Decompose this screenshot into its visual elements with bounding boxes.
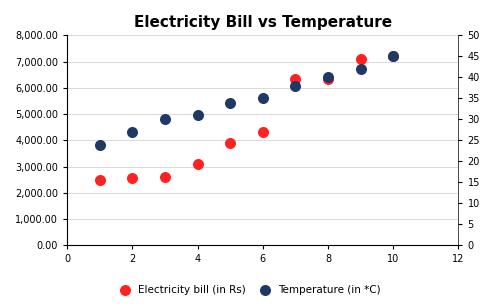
Temperature (in *C) — [96, 142, 103, 147]
Temperature (in *C) — [194, 113, 201, 118]
Temperature (in *C) — [259, 96, 267, 101]
Electricity bill (in Rs) — [259, 130, 267, 135]
Temperature (in *C) — [389, 54, 397, 59]
Electricity bill (in Rs) — [324, 76, 332, 81]
Electricity bill (in Rs) — [96, 177, 103, 182]
Temperature (in *C) — [357, 67, 365, 72]
Electricity bill (in Rs) — [128, 176, 136, 181]
Temperature (in *C) — [226, 100, 234, 105]
Temperature (in *C) — [324, 75, 332, 80]
Electricity bill (in Rs) — [161, 175, 169, 180]
Title: Electricity Bill vs Temperature: Electricity Bill vs Temperature — [134, 15, 392, 30]
Temperature (in *C) — [292, 83, 299, 88]
Temperature (in *C) — [161, 117, 169, 122]
Temperature (in *C) — [128, 130, 136, 134]
Electricity bill (in Rs) — [292, 76, 299, 81]
Electricity bill (in Rs) — [226, 141, 234, 146]
Electricity bill (in Rs) — [194, 161, 201, 166]
Electricity bill (in Rs) — [357, 56, 365, 61]
Electricity bill (in Rs) — [389, 54, 397, 59]
Legend: Electricity bill (in Rs), Temperature (in *C): Electricity bill (in Rs), Temperature (i… — [110, 280, 385, 299]
